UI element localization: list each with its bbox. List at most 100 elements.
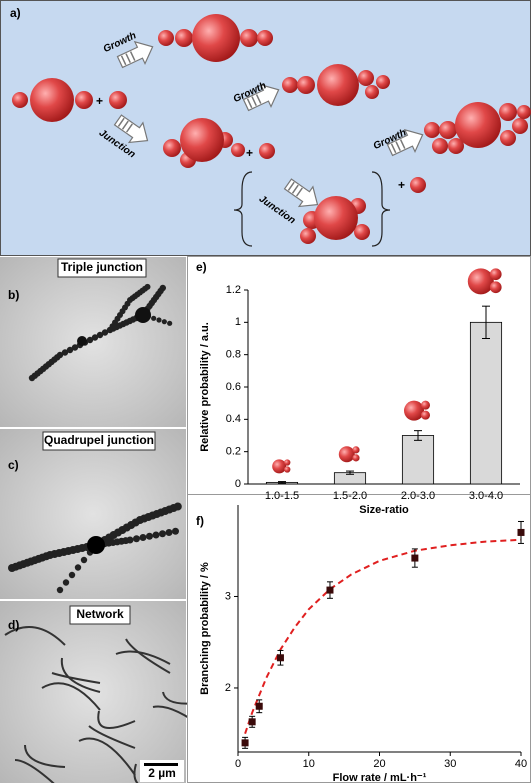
network-strand — [41, 682, 101, 711]
x-tick-label: 40 — [515, 758, 527, 770]
bar — [469, 321, 503, 485]
panel-label: f) — [196, 514, 204, 528]
particle — [56, 351, 64, 359]
sphere — [489, 281, 502, 294]
network-strand — [88, 725, 136, 749]
arrow-stripe — [395, 141, 401, 152]
tem-title-box — [57, 258, 147, 278]
sphere — [455, 102, 501, 148]
y-tick-label: 0 — [235, 478, 241, 490]
arrow — [113, 114, 149, 144]
particle — [61, 349, 69, 356]
arrow-stripe — [125, 123, 133, 133]
particle — [152, 531, 160, 539]
sphere — [512, 118, 528, 134]
particle — [135, 307, 151, 323]
point — [255, 702, 263, 710]
particle — [167, 320, 173, 326]
charts: e) 0 0.2 0.4 0.6 0.8 1 1.2 1.0-1.5 1.5-2.0 2.0-3.0… — [196, 260, 527, 783]
particle — [156, 317, 162, 323]
sphere — [499, 103, 517, 121]
sphere — [240, 29, 258, 47]
arrow — [283, 178, 319, 208]
network-strand — [14, 759, 55, 783]
tem-title: Quadrupel junction — [44, 433, 154, 447]
y-tick-label: 2 — [225, 682, 231, 694]
particle — [172, 527, 179, 535]
x-tick-label: 20 — [373, 758, 385, 770]
particle — [165, 529, 173, 536]
y-tick-label: 0.8 — [226, 349, 241, 361]
sphere — [365, 85, 379, 99]
point — [326, 586, 334, 594]
sphere — [421, 400, 430, 410]
particle — [68, 571, 76, 579]
arrow-stripe — [255, 94, 262, 104]
arrow — [386, 128, 424, 157]
arrow-body — [283, 178, 319, 208]
x-tick-label: 3.0-4.0 — [469, 490, 503, 502]
sphere — [30, 78, 74, 122]
network-strand — [4, 626, 66, 646]
bar — [401, 435, 435, 485]
x-axis-label: Size-ratio — [359, 504, 409, 516]
sphere — [109, 91, 127, 109]
y-tick-label: 1 — [235, 316, 241, 328]
y-tick-label: 0.2 — [226, 446, 241, 458]
arrow-stripe — [291, 184, 299, 194]
panel-f — [187, 494, 531, 783]
arrow-stripe — [295, 187, 303, 197]
particle — [159, 284, 166, 292]
particle — [66, 346, 74, 354]
arrow-body — [242, 83, 280, 112]
x-axis-label: Flow rate / mL·h⁻¹ — [333, 772, 427, 783]
sphere — [284, 459, 291, 466]
point — [411, 554, 419, 562]
sphere — [158, 30, 174, 46]
error-bar — [278, 481, 286, 484]
sphere — [421, 410, 430, 420]
point — [276, 654, 284, 662]
particle — [101, 329, 109, 336]
y-tick-label: 0.6 — [226, 381, 241, 393]
sphere — [297, 76, 315, 94]
tem-image — [0, 257, 186, 427]
x-tick-label: 30 — [444, 758, 456, 770]
x-tick-label: 10 — [303, 758, 315, 770]
sphere — [314, 196, 358, 240]
sphere — [354, 224, 370, 240]
sphere — [163, 139, 181, 157]
network-strand — [78, 737, 136, 776]
arrow-stripe — [121, 120, 129, 130]
particle — [86, 336, 94, 344]
arrow-stripe — [287, 181, 295, 191]
panel-label: b) — [8, 288, 19, 302]
x-tick-label: 2.0-3.0 — [401, 490, 435, 502]
particle — [71, 344, 79, 351]
sphere — [432, 138, 448, 154]
arrow-stripe — [246, 98, 253, 109]
plus-sign: + — [398, 178, 405, 192]
plus-sign: + — [96, 94, 103, 108]
sphere — [300, 228, 316, 244]
y-axis-label: Relative probability / a.u. — [199, 322, 211, 452]
sphere — [180, 118, 224, 162]
particle — [80, 556, 88, 564]
sphere — [517, 105, 531, 119]
sphere — [500, 130, 516, 146]
particle — [87, 536, 105, 554]
particle — [126, 536, 134, 544]
scale-bar — [144, 763, 178, 766]
arrow-stripe — [129, 51, 136, 61]
arrow-stripe — [399, 139, 406, 149]
sphere — [12, 92, 28, 108]
particle — [91, 334, 99, 341]
panel-label: a) — [10, 6, 21, 20]
sphere — [282, 77, 298, 93]
sphere — [358, 70, 374, 86]
particle — [173, 502, 182, 511]
network-strand — [125, 638, 171, 674]
sphere — [376, 75, 390, 89]
